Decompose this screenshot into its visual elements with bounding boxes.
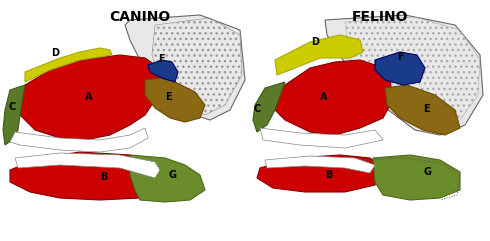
Polygon shape bbox=[3, 85, 25, 145]
Polygon shape bbox=[373, 155, 460, 200]
Text: CANINO: CANINO bbox=[109, 10, 171, 24]
Polygon shape bbox=[145, 78, 205, 122]
Polygon shape bbox=[25, 48, 112, 82]
Text: G: G bbox=[423, 167, 431, 177]
Polygon shape bbox=[273, 60, 393, 135]
Polygon shape bbox=[130, 155, 205, 202]
Text: D: D bbox=[311, 37, 319, 47]
Polygon shape bbox=[10, 128, 148, 152]
Text: A: A bbox=[85, 92, 93, 102]
Polygon shape bbox=[375, 52, 425, 85]
Text: G: G bbox=[168, 170, 176, 180]
Polygon shape bbox=[15, 153, 160, 178]
Text: B: B bbox=[325, 170, 332, 180]
Text: A: A bbox=[320, 92, 327, 102]
Polygon shape bbox=[10, 152, 175, 200]
Polygon shape bbox=[275, 35, 363, 75]
Text: F: F bbox=[158, 54, 165, 64]
Text: D: D bbox=[51, 48, 59, 58]
Polygon shape bbox=[385, 85, 460, 135]
Polygon shape bbox=[265, 156, 375, 173]
Text: F: F bbox=[397, 52, 404, 62]
Text: E: E bbox=[423, 104, 430, 114]
Text: B: B bbox=[100, 172, 107, 182]
Polygon shape bbox=[125, 15, 245, 120]
Polygon shape bbox=[260, 128, 383, 148]
Polygon shape bbox=[18, 55, 160, 140]
Text: C: C bbox=[253, 104, 260, 114]
Text: E: E bbox=[165, 92, 172, 102]
Polygon shape bbox=[148, 60, 178, 82]
Text: C: C bbox=[8, 102, 15, 112]
Text: FELINO: FELINO bbox=[352, 10, 408, 24]
Polygon shape bbox=[325, 15, 483, 135]
Polygon shape bbox=[253, 82, 285, 132]
Polygon shape bbox=[257, 155, 383, 192]
